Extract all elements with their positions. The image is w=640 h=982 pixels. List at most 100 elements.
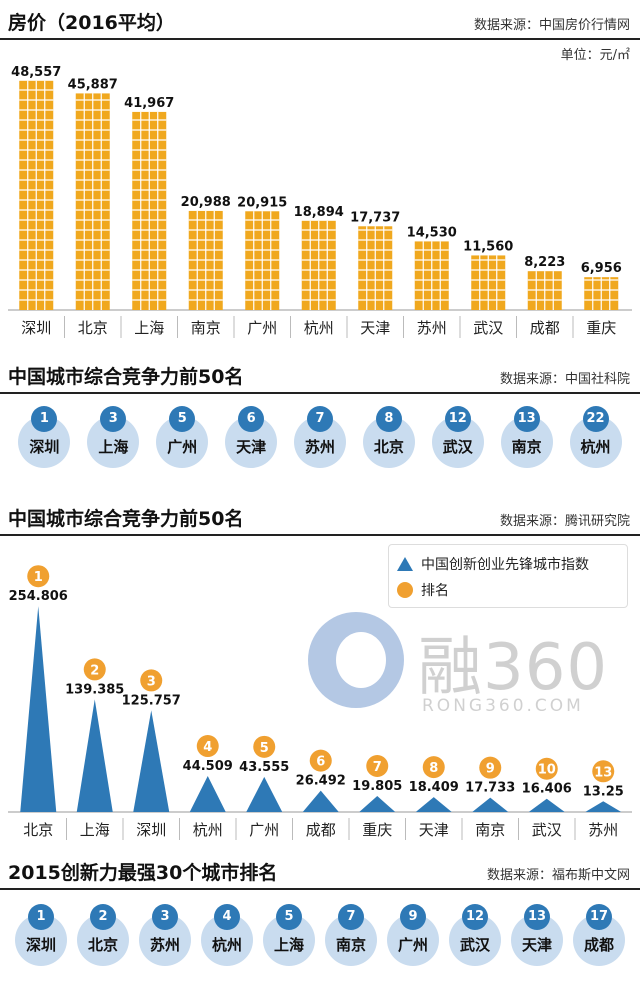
rank-city-label: 武汉 bbox=[459, 936, 490, 954]
rank-city-label: 北京 bbox=[87, 936, 118, 954]
index-data-label: 44.509 bbox=[183, 759, 233, 774]
index-data-label: 19.805 bbox=[352, 779, 402, 794]
index-triangle bbox=[20, 606, 57, 812]
index-data-label: 16.406 bbox=[522, 782, 572, 797]
rank-number: 7 bbox=[373, 760, 382, 775]
price-bar bbox=[414, 241, 449, 310]
rank-circle bbox=[592, 760, 615, 783]
rank-city-label: 北京 bbox=[373, 438, 404, 456]
price-data-label: 41,967 bbox=[124, 96, 174, 111]
rank-badge: 13 bbox=[513, 406, 540, 432]
rank-city-label: 广州 bbox=[397, 936, 428, 954]
rank-city-label: 南京 bbox=[511, 438, 542, 456]
watermark-logo bbox=[308, 612, 404, 708]
price-data-label: 18,894 bbox=[294, 205, 344, 220]
price-bar bbox=[188, 210, 223, 310]
legend-rank-label: 排名 bbox=[421, 583, 449, 599]
rank-item: 3 上海 bbox=[83, 406, 143, 468]
rank-item: 6 天津 bbox=[221, 406, 281, 468]
rank-number: 10 bbox=[538, 763, 556, 778]
rank-badge: 6 bbox=[238, 406, 265, 432]
index-category-label: 上海 bbox=[80, 821, 110, 839]
price-category-label: 南京 bbox=[191, 319, 221, 337]
price-bar bbox=[527, 271, 562, 310]
index-triangle bbox=[415, 797, 452, 812]
rank-circle bbox=[83, 658, 106, 681]
watermark-brand: 融360 bbox=[418, 631, 609, 705]
rank-circle bbox=[196, 735, 219, 758]
rank-number: 13 bbox=[594, 765, 612, 780]
rank-city-label: 广州 bbox=[167, 438, 198, 456]
rank-item: 7 南京 bbox=[321, 904, 381, 966]
rank-badge: 2 bbox=[90, 904, 116, 930]
rank-badge: 7 bbox=[338, 904, 364, 930]
price-category-label: 深圳 bbox=[21, 319, 51, 337]
rank-item: 1 深圳 bbox=[11, 904, 71, 966]
rank-city-label: 杭州 bbox=[211, 936, 242, 954]
price-bar bbox=[358, 226, 393, 310]
price-data-label: 20,915 bbox=[237, 195, 287, 210]
price-category-label: 重庆 bbox=[586, 319, 616, 337]
rank-city-label: 天津 bbox=[521, 936, 552, 954]
index-data-label: 125.757 bbox=[122, 693, 181, 708]
price-bar bbox=[75, 93, 110, 310]
section4-rank-row: 1 深圳 2 北京 3 苏州 4 杭州 5 上海 7 南京 9 广州 12 武汉 13 天津 17 成都 bbox=[0, 904, 640, 966]
rank-item: 4 杭州 bbox=[197, 904, 257, 966]
index-triangle bbox=[76, 699, 113, 812]
rank-item: 2 北京 bbox=[73, 904, 133, 966]
price-category-label: 上海 bbox=[134, 319, 164, 337]
section2-title: 中国城市综合竞争力前50名 bbox=[8, 366, 244, 388]
index-data-label: 26.492 bbox=[296, 774, 346, 789]
section1-source: 数据来源：中国房价行情网 bbox=[473, 18, 630, 33]
section4-header: 2015创新力最强30个城市排名 数据来源：福布斯中文网 bbox=[0, 856, 640, 890]
rank-city-label: 深圳 bbox=[25, 936, 56, 954]
rank-badge: 5 bbox=[276, 904, 302, 930]
rank-circle bbox=[309, 749, 332, 772]
index-triangle bbox=[189, 776, 226, 812]
rank-badge: 13 bbox=[524, 904, 550, 930]
price-category-label: 武汉 bbox=[473, 319, 503, 337]
rank-item: 13 南京 bbox=[497, 406, 557, 468]
price-data-label: 14,530 bbox=[407, 225, 457, 240]
rank-circle bbox=[366, 755, 389, 778]
rank-badge: 17 bbox=[586, 904, 612, 930]
rank-item: 3 苏州 bbox=[135, 904, 195, 966]
index-category-label: 广州 bbox=[249, 821, 279, 839]
watermark-domain: RONG360.COM bbox=[422, 696, 584, 716]
section3-header: 中国城市综合竞争力前50名 数据来源：腾讯研究院 bbox=[0, 502, 640, 536]
rank-city-label: 上海 bbox=[273, 936, 304, 954]
price-data-label: 45,887 bbox=[68, 77, 118, 92]
index-data-label: 43.555 bbox=[239, 760, 289, 775]
price-category-label: 北京 bbox=[78, 319, 108, 337]
index-triangle bbox=[585, 801, 622, 812]
rank-number: 1 bbox=[34, 570, 43, 585]
rank-item: 5 上海 bbox=[259, 904, 319, 966]
legend-index-label: 中国创新创业先锋城市指数 bbox=[421, 557, 589, 573]
index-category-label: 深圳 bbox=[136, 821, 166, 839]
price-data-label: 11,560 bbox=[463, 239, 513, 254]
index-category-label: 苏州 bbox=[588, 821, 618, 839]
index-category-label: 成都 bbox=[306, 821, 336, 839]
rank-city-label: 南京 bbox=[335, 936, 366, 954]
rank-badge: 8 bbox=[375, 406, 402, 432]
rank-number: 2 bbox=[90, 663, 99, 678]
rank-circle bbox=[479, 756, 502, 779]
rank-city-label: 杭州 bbox=[580, 438, 611, 456]
rank-number: 6 bbox=[316, 755, 325, 770]
triangle-icon bbox=[397, 557, 413, 571]
index-category-label: 南京 bbox=[475, 821, 505, 839]
rank-item: 22 杭州 bbox=[566, 406, 626, 468]
rank-badge: 5 bbox=[169, 406, 196, 432]
rank-item: 1 深圳 bbox=[14, 406, 74, 468]
rank-badge: 22 bbox=[582, 406, 609, 432]
index-category-label: 天津 bbox=[419, 821, 449, 839]
index-triangle bbox=[528, 798, 565, 812]
index-triangle bbox=[246, 776, 283, 812]
section1-title: 房价（2016平均） bbox=[8, 12, 175, 34]
rank-number: 3 bbox=[147, 674, 156, 689]
price-category-label: 天津 bbox=[360, 319, 390, 337]
rank-item: 5 广州 bbox=[152, 406, 212, 468]
section2-header: 中国城市综合竞争力前50名 数据来源：中国社科院 bbox=[0, 360, 640, 394]
price-data-label: 17,737 bbox=[350, 210, 400, 225]
price-unit: 单位：元/㎡ bbox=[560, 48, 630, 63]
